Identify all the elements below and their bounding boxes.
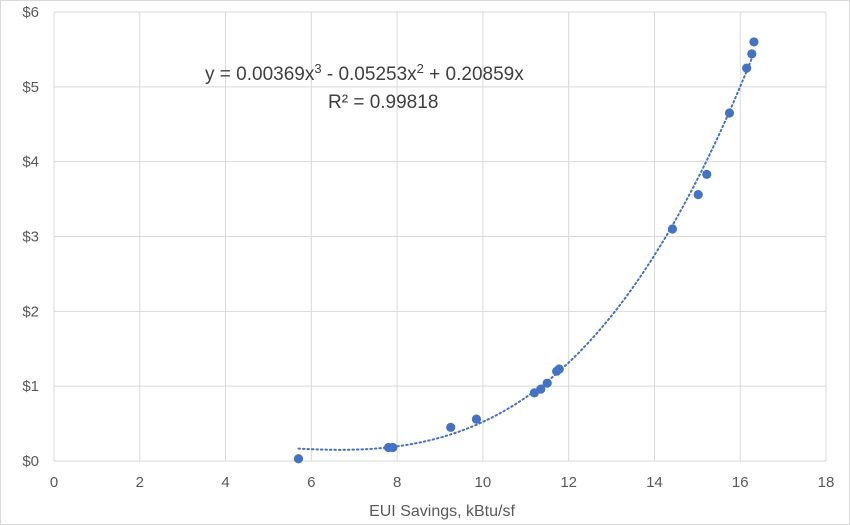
x-tick-label: 12 [560, 474, 577, 491]
tick-labels: 0 2 4 6 8 10 12 14 16 18 $0 $1 $2 $3 $4 $5 $6 [22, 4, 834, 491]
data-point [471, 414, 482, 424]
data-point [724, 108, 735, 118]
y-tick-label: $6 [22, 4, 39, 21]
y-tick-label: $5 [22, 79, 39, 96]
data-point [554, 364, 564, 374]
grid [53, 11, 827, 462]
equation-exponent-3: 3 [314, 61, 321, 76]
y-tick-label: $0 [22, 453, 39, 470]
equation-suffix: + 0.20859x [424, 64, 524, 85]
x-tick-label: 6 [307, 474, 315, 491]
data-points [293, 37, 759, 464]
data-point [747, 49, 757, 59]
data-point [749, 37, 759, 47]
data-point [542, 378, 552, 388]
data-point [293, 454, 304, 464]
data-point [536, 384, 546, 394]
x-tick-label: 4 [221, 474, 229, 491]
equation-exponent-2: 2 [417, 61, 424, 76]
x-tick-label: 10 [475, 474, 492, 491]
y-tick-label: $1 [22, 378, 39, 395]
data-point [702, 169, 712, 179]
data-point [667, 224, 678, 234]
x-tick-label: 2 [136, 474, 144, 491]
y-tick-label: $3 [22, 229, 39, 246]
y-tick-label: $2 [22, 303, 39, 320]
x-tick-label: 14 [646, 474, 663, 491]
x-tick-label: 0 [50, 474, 58, 491]
equation-middle: - 0.05253x [322, 64, 418, 85]
trendline-equation: y = 0.00369x3 - 0.05253x2 + 0.20859x [205, 61, 524, 85]
x-tick-label: 16 [732, 474, 749, 491]
data-point [742, 63, 752, 73]
equation-prefix: y = 0.00369x [205, 64, 315, 85]
r-squared-label: R² = 0.99818 [328, 92, 438, 113]
x-axis-title: EUI Savings, kBtu/sf [369, 503, 515, 520]
data-point [693, 189, 703, 200]
data-point [388, 442, 398, 453]
data-point [446, 422, 456, 432]
y-tick-label: $4 [22, 154, 39, 171]
x-tick-label: 18 [818, 474, 835, 491]
x-tick-label: 8 [393, 474, 401, 491]
trendline [297, 51, 755, 451]
